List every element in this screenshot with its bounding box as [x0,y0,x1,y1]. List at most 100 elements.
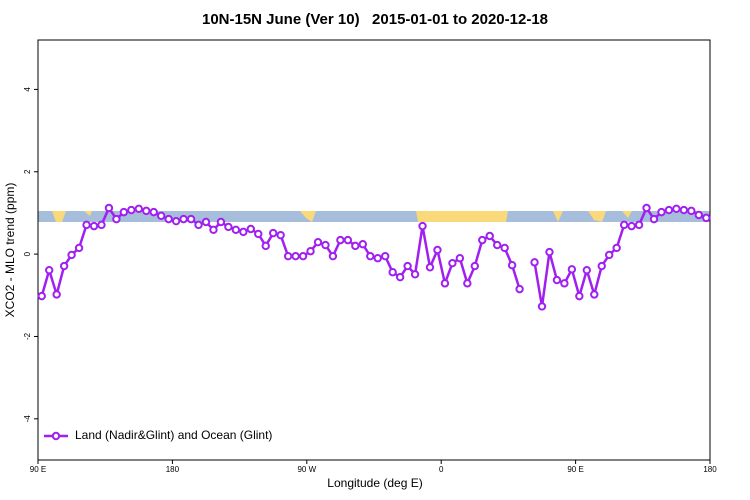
x-tick-label: 90 E [30,465,46,474]
point [216,217,226,227]
legend-marker [51,431,61,441]
point [627,221,636,231]
point [45,265,54,275]
point [395,272,405,282]
point [283,251,293,261]
point [694,210,703,220]
point [702,213,711,223]
point [649,214,659,224]
point [231,225,241,235]
point [67,250,76,260]
point [298,251,308,261]
point [418,221,427,231]
point [612,243,621,253]
point [194,220,203,230]
point [470,261,479,271]
point [134,204,144,214]
point [246,224,256,234]
point [642,203,651,213]
y-tick-label: -4 [23,415,32,423]
point [366,251,375,261]
point [373,254,382,263]
point [634,220,644,230]
point [97,220,106,230]
point [82,220,91,230]
point [590,290,599,299]
point [485,231,494,241]
point [239,227,248,237]
plot-frame [37,39,711,461]
point [619,220,629,230]
point [567,265,577,274]
x-tick-label: 90 W [297,465,316,474]
point [351,241,360,251]
x-tick-label: 0 [439,465,444,474]
point [313,237,323,247]
point [433,245,442,255]
point [500,243,509,253]
point [381,251,390,261]
point [358,240,367,249]
point [605,250,614,260]
y-axis-label: XCO2 - MLO trend (ppm) [3,183,17,318]
point [142,206,151,216]
point [403,261,412,271]
point [687,206,696,216]
point [575,291,584,301]
point [657,207,666,217]
point [448,258,457,268]
x-axis-label: Longitude (deg E) [327,476,422,490]
point [112,214,121,224]
point [224,222,233,232]
point [463,279,472,288]
point [179,214,188,224]
legend-label: Land (Nadir&Glint) and Ocean (Glint) [75,428,272,442]
point [515,284,524,294]
point [119,207,129,217]
point [582,265,591,275]
x-tick-label: 180 [166,465,180,474]
point [664,205,674,215]
point [672,204,681,214]
point [507,261,517,270]
point [276,230,285,240]
point [254,229,263,239]
point [59,261,69,271]
point [597,261,606,271]
point [52,290,61,299]
point [410,270,420,279]
point [493,240,502,250]
point [209,225,218,235]
point [478,235,487,245]
point [679,205,689,215]
point [343,235,353,245]
point [321,240,330,250]
chart-title: 10N-15N June (Ver 10) 2015-01-01 to 2020… [202,11,548,28]
point [455,254,465,263]
point [388,268,397,277]
point [37,291,46,301]
point [149,207,158,217]
point [89,221,99,231]
point [127,205,136,215]
point [201,217,211,227]
point [552,275,562,285]
map-strip [38,211,710,222]
point [560,279,569,288]
point [336,235,345,245]
point [291,251,300,261]
point [74,243,84,253]
point [171,216,181,226]
point [530,258,539,267]
point [545,247,554,257]
point [306,247,315,256]
y-tick-label: 2 [23,169,32,174]
x-tick-label: 180 [703,465,717,474]
point [269,228,278,238]
point [157,211,166,221]
y-tick-label: 0 [23,251,32,256]
y-tick-label: 4 [23,87,32,92]
point [164,214,173,224]
point [104,203,114,213]
point [440,279,450,288]
